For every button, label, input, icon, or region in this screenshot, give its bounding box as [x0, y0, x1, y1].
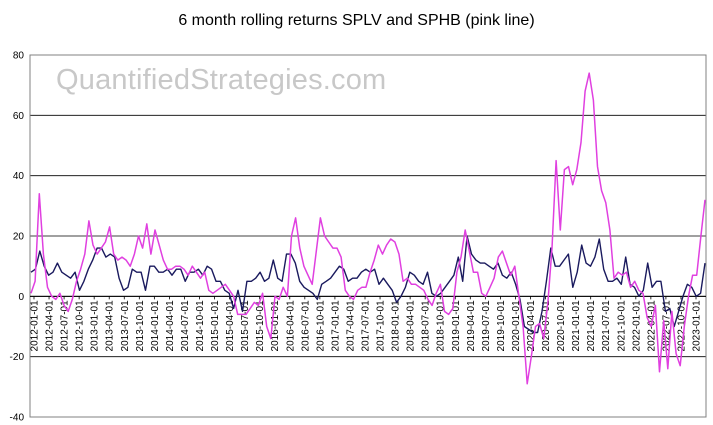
x-tick-label: 2012-10-01: [75, 300, 86, 352]
x-tick-label: 2017-10-01: [376, 300, 387, 352]
x-tick-label: 2018-07-01: [421, 300, 432, 352]
x-tick-label: 2018-10-01: [436, 300, 447, 352]
series-line-sphb: [30, 72, 706, 385]
x-tick-label: 2020-10-01: [556, 300, 567, 352]
y-tick-label: 40: [13, 171, 25, 182]
x-tick-label: 2012-07-01: [60, 300, 71, 352]
x-tick-label: 2013-07-01: [120, 300, 131, 352]
x-tick-label: 2017-01-01: [330, 300, 341, 352]
x-tick-label: 2017-04-01: [345, 300, 356, 352]
x-tick-label: 2021-07-01: [601, 300, 612, 352]
plot-frame: [29, 54, 707, 418]
x-tick-label: 2015-04-01: [225, 300, 236, 352]
x-tick-label: 2016-07-01: [300, 300, 311, 352]
x-tick-label: 2019-04-01: [466, 300, 477, 352]
x-tick-label: 2021-04-01: [586, 300, 597, 352]
x-tick-label: 2012-04-01: [45, 300, 56, 352]
x-tick-label: 2021-10-01: [616, 300, 627, 352]
x-tick-label: 2016-04-01: [285, 300, 296, 352]
chart-title: 6 month rolling returns SPLV and SPHB (p…: [178, 12, 535, 29]
y-tick-label: -40: [10, 413, 25, 424]
x-tick-label: 2020-01-01: [511, 300, 522, 352]
x-tick-label: 2022-10-01: [676, 300, 687, 352]
y-tick-label: 20: [13, 232, 25, 243]
x-tick-label: 2022-01-01: [631, 300, 642, 352]
y-tick-label: -20: [10, 352, 25, 363]
x-tick-label: 2014-04-01: [165, 300, 176, 352]
y-tick-label: 0: [18, 292, 24, 303]
x-tick-label: 2015-10-01: [255, 300, 266, 352]
x-tick-label: 2017-07-01: [361, 300, 372, 352]
x-tick-label: 2019-01-01: [451, 300, 462, 352]
x-tick-label: 2023-01-01: [692, 300, 703, 352]
x-tick-label: 2012-01-01: [30, 300, 41, 352]
x-tick-label: 2019-07-01: [481, 300, 492, 352]
x-tick-label: 2020-04-01: [526, 300, 537, 352]
x-tick-label: 2020-07-01: [541, 300, 552, 352]
y-tick-label: 80: [13, 51, 25, 62]
x-tick-label: 2021-01-01: [571, 300, 582, 352]
x-tick-label: 2013-04-01: [105, 300, 116, 352]
x-tick-label: 2022-07-01: [661, 300, 672, 352]
x-tick-label: 2014-10-01: [195, 300, 206, 352]
series-line-splv: [30, 235, 706, 334]
x-tick-label: 2016-01-01: [270, 300, 281, 352]
x-tick-label: 2018-01-01: [391, 300, 402, 352]
watermark-text: QuantifiedStrategies.com: [56, 64, 387, 96]
y-tick-label: 60: [13, 111, 25, 122]
x-tick-label: 2014-07-01: [180, 300, 191, 352]
x-tick-label: 2015-01-01: [210, 300, 221, 352]
x-tick-label: 2014-01-01: [150, 300, 161, 352]
x-tick-label: 2013-01-01: [90, 300, 101, 352]
x-tick-label: 2016-10-01: [315, 300, 326, 352]
x-tick-label: 2019-10-01: [496, 300, 507, 352]
x-tick-label: 2013-10-01: [135, 300, 146, 352]
x-tick-label: 2015-07-01: [240, 300, 251, 352]
x-tick-label: 2018-04-01: [406, 300, 417, 352]
